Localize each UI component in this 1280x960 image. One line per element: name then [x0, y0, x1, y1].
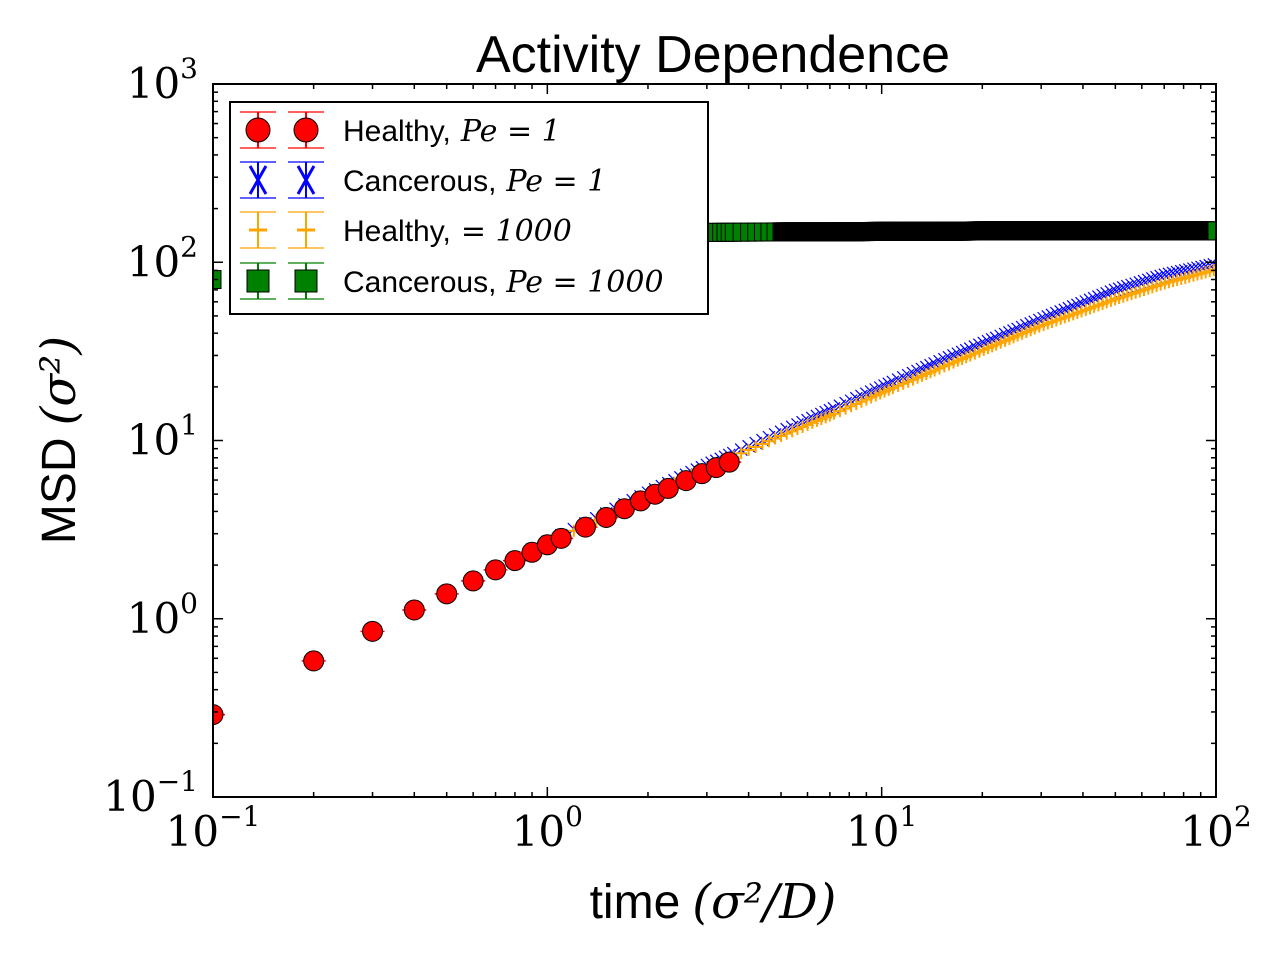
x-tick-exponent: 1 [899, 800, 917, 833]
y-tick-base: 10 [127, 594, 180, 643]
legend: Healthy, Pe = 1 Cancerous, Pe = 1 Healthy, = … [229, 101, 709, 315]
y-axis-label-math: (σ²) [31, 336, 87, 425]
legend-marker [248, 165, 268, 195]
series-3-point [845, 400, 858, 413]
x-axis-label-text: time [590, 876, 681, 929]
x-tick-exponent: 2 [1234, 800, 1252, 833]
series-3-point [735, 447, 748, 460]
series-1-point [504, 550, 526, 572]
x-tick-exponent: −1 [219, 800, 260, 833]
series-3-point [756, 438, 769, 451]
legend-marker [294, 269, 318, 293]
series-1-point [462, 570, 484, 592]
y-axis-label-text: MSD [33, 437, 86, 544]
legend-label-text: Cancerous, [343, 165, 496, 198]
y-tick-exponent: 0 [180, 587, 198, 620]
y-tick-exponent: −1 [157, 765, 198, 798]
series-1-point [485, 559, 507, 581]
series-2 [213, 257, 1216, 722]
legend-entry-3: Healthy, = 1000 [240, 211, 572, 249]
series-1-point [718, 451, 740, 473]
series-3-point [833, 405, 846, 418]
y-axis-label: MSD (σ²) [31, 336, 87, 544]
x-tick-label: 102 [1180, 800, 1251, 856]
legend-label-text: Healthy, [343, 115, 451, 148]
x-tick-exponent: 0 [565, 800, 583, 833]
y-tick-base: 10 [103, 772, 156, 821]
series-1-point [403, 599, 425, 621]
x-axis-label-math: (σ²/D) [692, 874, 836, 930]
y-tick-base: 10 [127, 237, 180, 286]
series-1-point [657, 477, 679, 499]
legend-label-text: Cancerous, [343, 266, 496, 299]
series-3-point [839, 402, 852, 415]
legend-entry-1: Healthy, Pe = 1 [240, 111, 561, 149]
x-tick-base: 10 [1180, 807, 1233, 856]
series-3-point [886, 382, 899, 395]
legend-label-math: Pe = 1 [505, 164, 606, 199]
legend-label-math: Pe = 1 [460, 114, 561, 149]
series-3-point [769, 432, 782, 445]
series-3-point [786, 425, 799, 438]
legend-marker [296, 165, 316, 195]
y-tick-label: 10−1 [103, 765, 198, 821]
series-1-point [595, 506, 617, 528]
legend-marker [246, 269, 270, 293]
series-3-point [850, 397, 863, 410]
series-1-point [436, 583, 458, 605]
y-tick-exponent: 3 [180, 52, 198, 85]
series-3-point [791, 423, 804, 436]
y-tick-label: 102 [127, 230, 198, 286]
series-3-point [762, 435, 775, 448]
legend-entry-2: Cancerous, Pe = 1 [240, 161, 606, 199]
series-3-point [780, 427, 793, 440]
x-tick-base: 10 [846, 807, 899, 856]
y-tick-label: 100 [127, 587, 198, 643]
y-tick-base: 10 [127, 59, 180, 108]
series-1-point [213, 704, 224, 726]
series-3-point [742, 444, 755, 457]
series-1 [213, 451, 742, 726]
legend-label: Cancerous, Pe = 1000 [343, 265, 664, 300]
series-1-point [574, 516, 596, 538]
series-3-point [892, 379, 905, 392]
series-3-point [827, 407, 840, 420]
legend-label: Healthy, = 1000 [343, 214, 572, 249]
y-tick-label: 103 [127, 52, 198, 108]
axis-ticks [212, 84, 1216, 798]
series-1-point [362, 620, 384, 642]
legend-label: Healthy, Pe = 1 [343, 114, 561, 149]
x-axis-label: time (σ²/D) [590, 874, 837, 930]
x-tick-label: 10−1 [166, 800, 261, 856]
series-1-point [303, 650, 325, 672]
x-tick-label: 101 [846, 800, 917, 856]
y-tick-exponent: 1 [180, 409, 198, 442]
legend-label-math: Pe = 1000 [505, 265, 663, 300]
legend-label-math: = 1000 [461, 214, 572, 249]
legend-label: Cancerous, Pe = 1 [343, 164, 606, 199]
series-3-point [749, 440, 762, 453]
x-tick-base: 10 [166, 807, 219, 856]
x-tick-label: 100 [512, 800, 583, 856]
series-3 [213, 264, 1216, 721]
y-tick-label: 101 [127, 409, 198, 465]
series-1-point [550, 527, 572, 549]
legend-marker [245, 117, 271, 143]
legend-marker [293, 117, 319, 143]
y-tick-base: 10 [127, 416, 180, 465]
series-4-point [1207, 221, 1216, 241]
legend-label-text: Healthy, [343, 215, 451, 248]
series-3-point [775, 429, 788, 442]
legend-entry-4: Cancerous, Pe = 1000 [240, 262, 664, 300]
x-tick-base: 10 [512, 807, 565, 856]
chart-title: Activity Dependence [476, 26, 950, 84]
series-4-dark-band [772, 221, 1216, 242]
y-tick-exponent: 2 [180, 230, 198, 263]
